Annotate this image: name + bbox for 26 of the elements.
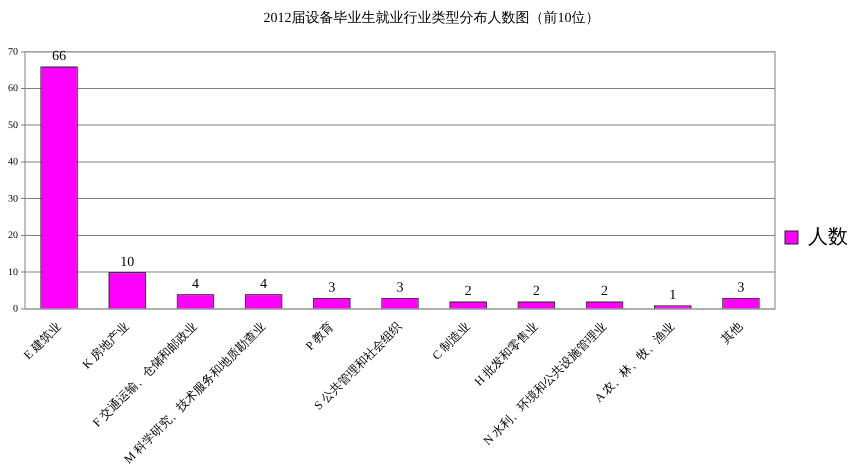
data-label: 3 <box>737 280 744 296</box>
data-label: 4 <box>260 276 268 292</box>
data-label: 2 <box>464 284 472 300</box>
chart-title: 2012届设备毕业生就业行业类型分布人数图（前10位） <box>264 10 600 26</box>
y-tick-label: 50 <box>8 120 18 131</box>
x-tick-label: C 制造业 <box>429 319 473 363</box>
data-label: 4 <box>192 276 199 292</box>
data-label: 3 <box>328 280 336 296</box>
y-tick-label: 20 <box>8 230 18 242</box>
x-tick-label: E 建筑业 <box>20 319 64 362</box>
x-tick-label: K 房地产业 <box>80 319 132 372</box>
data-label: 66 <box>52 49 66 64</box>
y-tick-label: 30 <box>8 193 18 204</box>
data-label: 3 <box>396 280 404 296</box>
y-tick-label: 40 <box>8 156 18 168</box>
x-tick-label: 其他 <box>718 319 746 346</box>
data-label: 1 <box>669 288 676 303</box>
y-tick-label: 60 <box>8 83 18 94</box>
data-label: 10 <box>120 254 134 270</box>
data-label: 2 <box>532 284 540 300</box>
y-tick-label: 10 <box>8 266 18 278</box>
y-tick-label: 0 <box>13 303 18 314</box>
y-tick-label: 70 <box>8 46 18 58</box>
legend-label: 人数 <box>808 226 848 248</box>
data-label: 2 <box>601 284 608 300</box>
x-tick-label: P 教育 <box>302 319 336 353</box>
